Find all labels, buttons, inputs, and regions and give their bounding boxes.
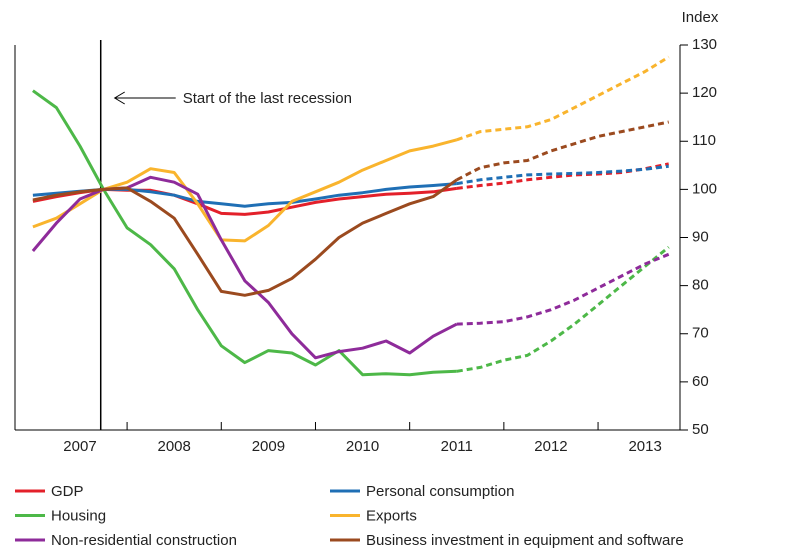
- legend-label: Exports: [366, 507, 417, 524]
- legend-label: Personal consumption: [366, 483, 514, 500]
- x-tick-label: 2009: [252, 438, 285, 455]
- y-tick-label: 90: [692, 228, 709, 245]
- series-line: [32, 89, 457, 377]
- y-tick-label: 70: [692, 325, 709, 342]
- annotation: Start of the last recession: [183, 90, 352, 107]
- series-line-forecast: [456, 245, 670, 373]
- legend-label: Non-residential construction: [51, 532, 237, 549]
- series-line-forecast: [456, 162, 669, 190]
- y-axis-label: Index: [682, 9, 719, 26]
- series-line: [31, 175, 458, 360]
- x-tick-label: 2013: [628, 438, 661, 455]
- y-tick-label: 130: [692, 36, 717, 53]
- y-tick-label: 60: [692, 373, 709, 390]
- y-tick-label: 110: [692, 132, 716, 149]
- y-tick-label: 120: [692, 84, 717, 101]
- arrow-head: [113, 91, 125, 105]
- x-tick-label: 2007: [63, 438, 96, 455]
- y-tick-label: 80: [692, 277, 709, 294]
- x-tick-label: 2012: [534, 438, 567, 455]
- series-line: [32, 178, 458, 297]
- series-line-forecast: [456, 164, 669, 186]
- legend-label: Business investment in equipment and sof…: [366, 532, 684, 549]
- series-line-forecast: [456, 252, 670, 326]
- x-tick-label: 2010: [346, 438, 379, 455]
- x-tick-label: 2011: [441, 438, 473, 455]
- y-tick-label: 100: [692, 180, 717, 197]
- y-tick-label: 50: [692, 421, 709, 438]
- series-line-forecast: [456, 55, 670, 142]
- legend-label: GDP: [51, 483, 84, 500]
- legend-label: Housing: [51, 507, 106, 524]
- series-line-forecast: [456, 120, 669, 182]
- x-tick-label: 2008: [157, 438, 190, 455]
